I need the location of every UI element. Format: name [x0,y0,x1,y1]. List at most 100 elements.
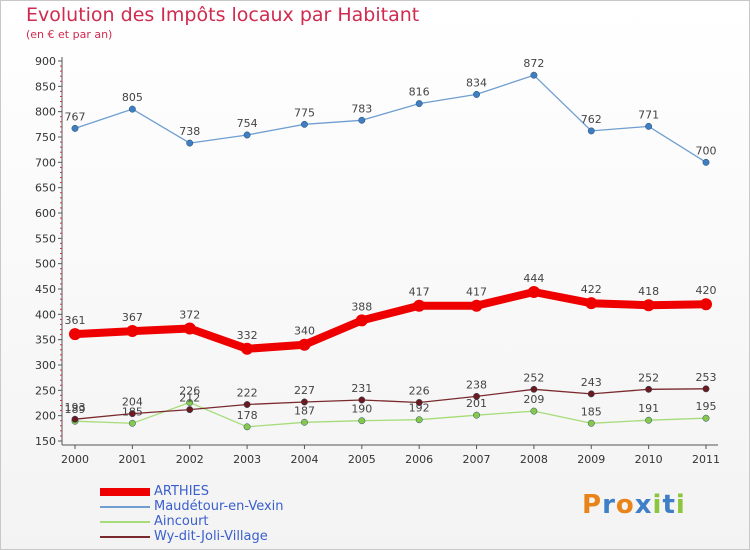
data-label-maudetour-en-vexin: 771 [638,108,659,121]
data-point-wy-dit-joli-village [186,406,194,414]
data-label-wy-dit-joli-village: 253 [696,371,717,384]
data-label-arthies: 340 [294,325,315,338]
data-point-arthies [700,298,712,311]
y-tick-label: 650 [35,182,56,195]
data-label-aincourt: 185 [581,405,602,418]
data-point-wy-dit-joli-village [415,399,423,406]
legend-swatch [100,535,150,538]
legend-label: Aincourt [154,514,209,529]
data-label-wy-dit-joli-village: 212 [179,392,200,405]
data-label-maudetour-en-vexin: 805 [122,91,143,104]
data-point-maudetour-en-vexin [645,122,653,130]
legend-item-aincourt: Aincourt [100,514,284,529]
logo-letter: t [662,490,676,520]
data-label-arthies: 417 [466,286,487,299]
data-label-arthies: 361 [65,314,86,327]
data-point-maudetour-en-vexin [702,158,710,166]
data-point-wy-dit-joli-village [128,410,136,418]
y-tick-label: 300 [35,359,56,372]
series-line-wy-dit-joli-village [74,388,707,420]
logo-letter: r [602,490,616,520]
data-point-aincourt [645,416,653,424]
data-point-arthies [183,322,196,335]
x-tick-label: 2009 [577,453,605,466]
data-point-maudetour-en-vexin [415,100,423,108]
x-tick-label: 2003 [233,453,261,466]
data-label-maudetour-en-vexin: 783 [351,102,372,115]
data-point-aincourt [128,419,136,427]
legend-swatch [100,487,150,496]
logo-letter: P [582,490,603,520]
data-label-arthies: 372 [179,309,200,322]
y-tick-label: 550 [35,232,56,245]
data-point-arthies [241,342,254,355]
legend-swatch [100,505,150,508]
series-line-arthies [71,288,710,353]
x-tick-label: 2010 [635,453,663,466]
logo-letter: x [634,490,653,520]
data-point-aincourt [415,416,423,424]
data-point-arthies [470,299,483,312]
legend-item-arthies: ARTHIES [100,484,284,499]
legend-label: Wy-dit-Joli-Village [154,529,268,544]
data-point-aincourt [243,423,251,431]
data-label-wy-dit-joli-village: 238 [466,378,487,391]
data-point-maudetour-en-vexin [473,90,480,98]
y-tick-label: 750 [35,131,56,144]
data-label-maudetour-en-vexin: 738 [179,125,200,138]
data-label-arthies: 418 [638,285,659,298]
data-label-maudetour-en-vexin: 767 [65,110,86,123]
data-point-maudetour-en-vexin [128,105,136,113]
x-tick-label: 2004 [290,453,318,466]
data-label-maudetour-en-vexin: 754 [237,117,258,130]
y-tick-label: 250 [35,384,56,397]
data-label-aincourt: 187 [294,404,315,417]
data-label-aincourt: 192 [409,402,430,415]
data-point-wy-dit-joli-village [243,401,251,408]
data-point-maudetour-en-vexin [358,116,366,124]
data-label-wy-dit-joli-village: 226 [409,384,430,397]
x-tick-label: 2008 [520,453,548,466]
y-tick-label: 700 [35,156,56,169]
data-label-aincourt: 178 [237,409,258,422]
data-point-aincourt [587,419,595,427]
x-tick-label: 2011 [692,453,720,466]
data-point-maudetour-en-vexin [243,131,251,139]
data-label-maudetour-en-vexin: 700 [696,144,717,157]
data-label-arthies: 388 [351,300,372,313]
logo-letter: i [652,490,663,520]
data-point-arthies [355,314,368,327]
data-point-arthies [585,297,598,310]
y-tick-label: 350 [35,334,56,347]
x-tick-label: 2006 [405,453,433,466]
data-point-arthies [298,338,311,351]
y-tick-label: 200 [35,410,56,423]
data-point-maudetour-en-vexin [186,139,194,147]
data-point-wy-dit-joli-village [530,385,538,393]
data-label-aincourt: 189 [65,403,86,416]
data-point-wy-dit-joli-village [358,396,366,404]
legend-label: ARTHIES [154,484,209,499]
data-label-maudetour-en-vexin: 834 [466,76,487,89]
y-tick-label: 900 [35,55,56,68]
data-label-wy-dit-joli-village: 227 [294,384,315,397]
legend: ARTHIES Maudétour-en-Vexin Aincourt Wy-dit-… [100,484,284,544]
data-point-aincourt [186,399,194,406]
data-label-arthies: 367 [122,311,143,324]
data-point-arthies [527,286,540,299]
data-point-wy-dit-joli-village [301,398,308,406]
y-tick-label: 800 [35,106,56,119]
data-point-wy-dit-joli-village [587,390,595,398]
data-label-wy-dit-joli-village: 243 [581,376,602,389]
data-point-arthies [642,299,655,312]
logo-letter: i [675,490,686,520]
data-label-wy-dit-joli-village: 222 [237,387,258,400]
chart-subtitle: (en € et par an) [26,28,113,41]
data-label-wy-dit-joli-village: 252 [638,371,659,384]
data-point-wy-dit-joli-village [645,385,653,393]
data-point-arthies [126,325,139,338]
data-point-wy-dit-joli-village [702,385,710,393]
legend-label: Maudétour-en-Vexin [154,499,284,514]
y-tick-label: 500 [35,258,56,271]
